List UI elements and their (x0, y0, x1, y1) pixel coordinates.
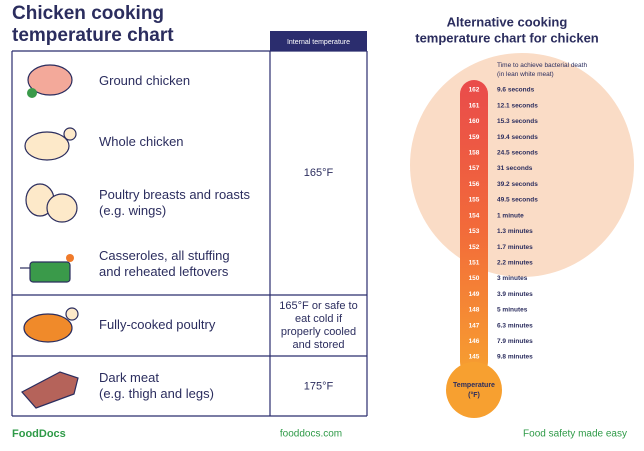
left-title: temperature chart (12, 25, 174, 46)
left-title: Chicken cooking (12, 3, 164, 24)
temperature: 165°F or safe to (279, 300, 357, 312)
thermo-time: 49.5 seconds (497, 197, 538, 204)
temperature: 175°F (304, 380, 334, 392)
temperature: eat cold if (295, 313, 343, 325)
thermo-temperature: 153 (469, 228, 480, 235)
thermo-temperature: 147 (469, 322, 480, 329)
thermo-time: 5 minutes (497, 307, 528, 314)
thermo-time: 1 minute (497, 212, 524, 219)
thermometer-bulb (446, 362, 502, 418)
slogan: Food safety made easy (523, 429, 627, 440)
thermo-temperature: 146 (469, 338, 480, 345)
column-header-bg (270, 31, 367, 51)
item-label: Fully-cooked poultry (99, 317, 216, 332)
item-label: Casseroles, all stuffing (99, 248, 230, 263)
right-title: temperature chart for chicken (415, 30, 599, 45)
caption: Time to achieve bacterial death (497, 62, 587, 69)
thermo-time: 9.8 minutes (497, 354, 533, 361)
thermo-temperature: 162 (469, 87, 480, 94)
thermo-temperature: 152 (469, 244, 480, 251)
thermo-temperature: 154 (469, 212, 480, 219)
item-label: Whole chicken (99, 134, 184, 149)
thermometer-tube (460, 80, 488, 376)
item-label: (e.g. wings) (99, 203, 166, 218)
temperature: and stored (293, 339, 345, 351)
site: fooddocs.com (280, 429, 342, 440)
temperature: properly cooled (281, 326, 356, 338)
thermo-time: 9.6 seconds (497, 87, 535, 94)
thermo-temperature: 159 (469, 134, 480, 141)
thermo-time: 1.3 minutes (497, 228, 533, 235)
thermo-temperature: 148 (469, 307, 480, 314)
thermo-temperature: 145 (469, 354, 480, 361)
thermo-temperature: 155 (469, 197, 480, 204)
thermo-time: 3.9 minutes (497, 291, 533, 298)
thermo-temperature: 149 (469, 291, 480, 298)
item-label: and reheated leftovers (99, 264, 229, 279)
item-label: (e.g. thigh and legs) (99, 386, 214, 401)
thermo-time: 6.3 minutes (497, 322, 533, 329)
column-header: Internal temperature (287, 39, 350, 46)
thermo-time: 3 minutes (497, 275, 528, 282)
item-label: Ground chicken (99, 73, 190, 88)
thermo-time: 19.4 seconds (497, 134, 538, 141)
icons (20, 64, 79, 409)
thermo-time: 15.3 seconds (497, 118, 538, 125)
thermo-temperature: 160 (469, 118, 480, 125)
thermo-temperature: 161 (469, 102, 480, 109)
thermo-temperature: 151 (469, 259, 480, 266)
item-label: Poultry breasts and roasts (99, 187, 251, 202)
caption: (in lean white meat) (497, 71, 554, 78)
thermo-time: 2.2 minutes (497, 259, 533, 266)
brand: FoodDocs (12, 428, 66, 440)
bulb-label: Temperature (453, 382, 495, 389)
thermo-time: 24.5 seconds (497, 150, 538, 157)
item-label: Dark meat (99, 370, 159, 385)
table-frame (11, 50, 368, 417)
right-title: Alternative cooking (447, 14, 568, 29)
thermo-temperature: 156 (469, 181, 480, 188)
thermo-time: 39.2 seconds (497, 181, 538, 188)
thermo-time: 31 seconds (497, 165, 533, 172)
thermo-time: 1.7 minutes (497, 244, 533, 251)
thermo-temperature: 150 (469, 275, 480, 282)
bulb-label: (°F) (468, 391, 480, 399)
thermo-temperature: 158 (469, 150, 480, 157)
thermo-time: 12.1 seconds (497, 102, 538, 109)
thermo-temperature: 157 (469, 165, 480, 172)
temperature: 165°F (304, 167, 334, 179)
thermo-time: 7.9 minutes (497, 338, 533, 345)
